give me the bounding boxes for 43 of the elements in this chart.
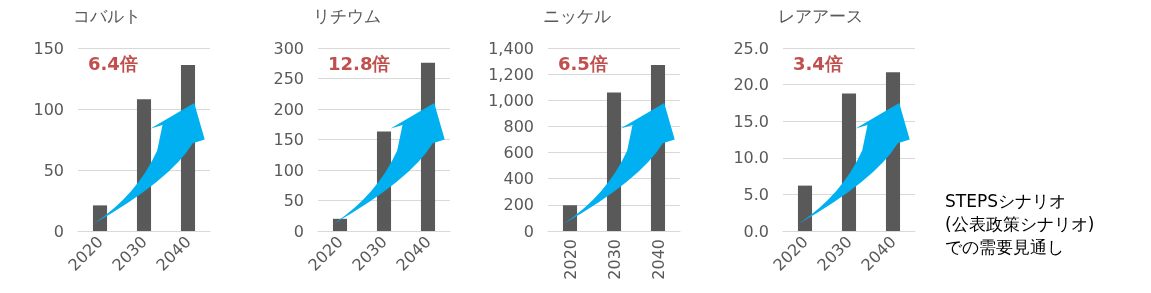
y-tick-label: 150 <box>273 130 304 149</box>
text: での需要見通し <box>945 236 1065 259</box>
y-tick-label: 0.0 <box>743 221 769 241</box>
y-tick-label: 0 <box>293 221 304 241</box>
y-tick-label: 400 <box>503 169 534 189</box>
y-tick-label: 200 <box>273 99 304 119</box>
y-tick-label: 1,200 <box>488 64 534 84</box>
y-tick-label: 600 <box>503 143 534 163</box>
y-tick-label: 5.0 <box>743 184 769 204</box>
bar <box>562 205 578 231</box>
x-tick-label: 2020 <box>560 239 580 280</box>
y-tick-label: 1,400 <box>488 38 534 58</box>
y-tick-label: 50 <box>43 160 64 180</box>
y-tick-label: 100 <box>33 99 64 119</box>
y-tick-label: 250 <box>273 69 304 88</box>
text: STEPSシナリオ <box>945 190 1067 213</box>
annotation: 6.5倍 <box>558 52 608 74</box>
y-tick-label: 200 <box>503 195 534 215</box>
chart-title: リチウム <box>313 5 381 26</box>
bar <box>92 205 108 231</box>
bar <box>797 185 813 231</box>
y-tick-label: 50 <box>283 191 304 210</box>
text: (公表政策シナリオ) <box>945 213 1095 236</box>
y-tick-label: 20.0 <box>733 75 769 95</box>
y-tick-label: 10.0 <box>733 148 769 168</box>
chart-title: コバルト <box>73 5 141 26</box>
y-tick-label: 800 <box>503 116 534 136</box>
y-tick-label: 15.0 <box>733 111 769 131</box>
chart-title: レアアース <box>778 5 863 26</box>
y-tick-label: 300 <box>273 38 304 58</box>
bar <box>332 218 348 231</box>
x-tick-label: 2030 <box>604 239 624 280</box>
y-tick-label: 150 <box>33 38 64 58</box>
y-tick-label: 0 <box>53 221 64 241</box>
y-tick-label: 100 <box>273 160 304 180</box>
annotation: 3.4倍 <box>793 52 843 74</box>
y-tick-label: 0 <box>523 221 534 241</box>
y-tick-label: 1,000 <box>488 90 534 110</box>
annotation: 6.4倍 <box>88 52 138 74</box>
annotation: 12.8倍 <box>328 52 391 74</box>
y-tick-label: 25.0 <box>733 38 769 58</box>
chart-title: ニッケル <box>543 5 611 26</box>
x-tick-label: 2040 <box>648 239 668 280</box>
